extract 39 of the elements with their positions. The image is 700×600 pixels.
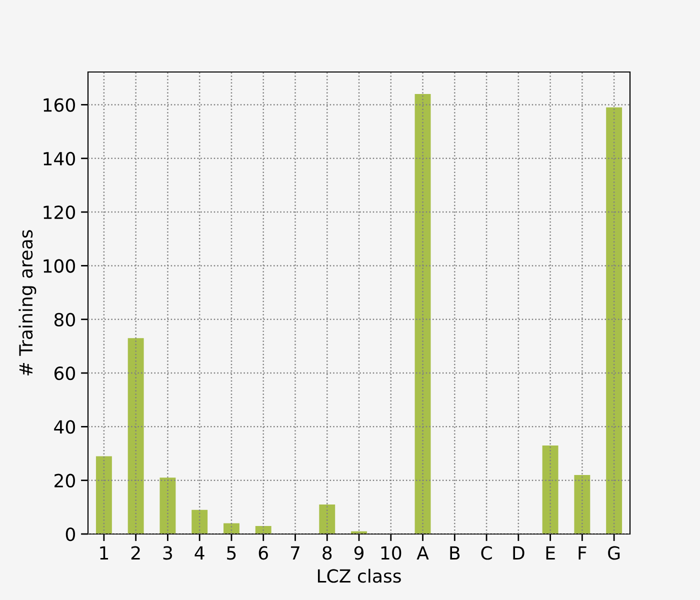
x-tick-label: A	[416, 546, 429, 560]
bar	[160, 478, 176, 534]
y-tick-label: 100	[44, 259, 75, 273]
x-tick-label: E	[546, 546, 555, 560]
y-axis-title: # Training areas	[18, 230, 36, 376]
x-tick-label: 1	[100, 546, 108, 560]
bar	[574, 474, 590, 534]
x-tick-label: C	[481, 546, 492, 560]
x-tick-label: 8	[322, 546, 332, 560]
bar	[414, 94, 431, 534]
x-axis-title: LCZ class	[318, 568, 401, 583]
x-tick-label: 9	[354, 546, 364, 560]
x-tick-label: G	[608, 546, 620, 560]
bar	[192, 510, 208, 534]
y-tick-label: 40	[54, 420, 75, 434]
y-tick-label: 140	[44, 152, 75, 166]
y-tick-label: 160	[44, 98, 75, 112]
x-tick-label: D	[513, 546, 524, 560]
x-tick-label: B	[450, 546, 460, 560]
x-tick-label: 6	[258, 546, 268, 560]
x-tick-label: 5	[227, 546, 236, 560]
bar	[606, 107, 622, 534]
y-tick-label: 60	[54, 366, 75, 380]
x-tick-label: F	[578, 546, 586, 560]
y-tick-label: 0	[66, 527, 75, 542]
bar	[128, 338, 144, 534]
x-tick-label: 7	[290, 546, 300, 560]
bar	[255, 526, 272, 534]
x-tick-label: 2	[131, 546, 140, 560]
bar	[319, 504, 336, 534]
y-tick-label: 20	[54, 474, 75, 488]
x-tick-label: 4	[194, 546, 204, 560]
x-tick-label: 3	[163, 546, 172, 560]
y-tick-label: 120	[44, 206, 75, 220]
bar	[224, 523, 240, 534]
bar	[542, 445, 558, 534]
y-tick-label: 80	[54, 312, 75, 326]
x-tick-label: 10	[381, 546, 402, 560]
bar	[96, 456, 112, 534]
